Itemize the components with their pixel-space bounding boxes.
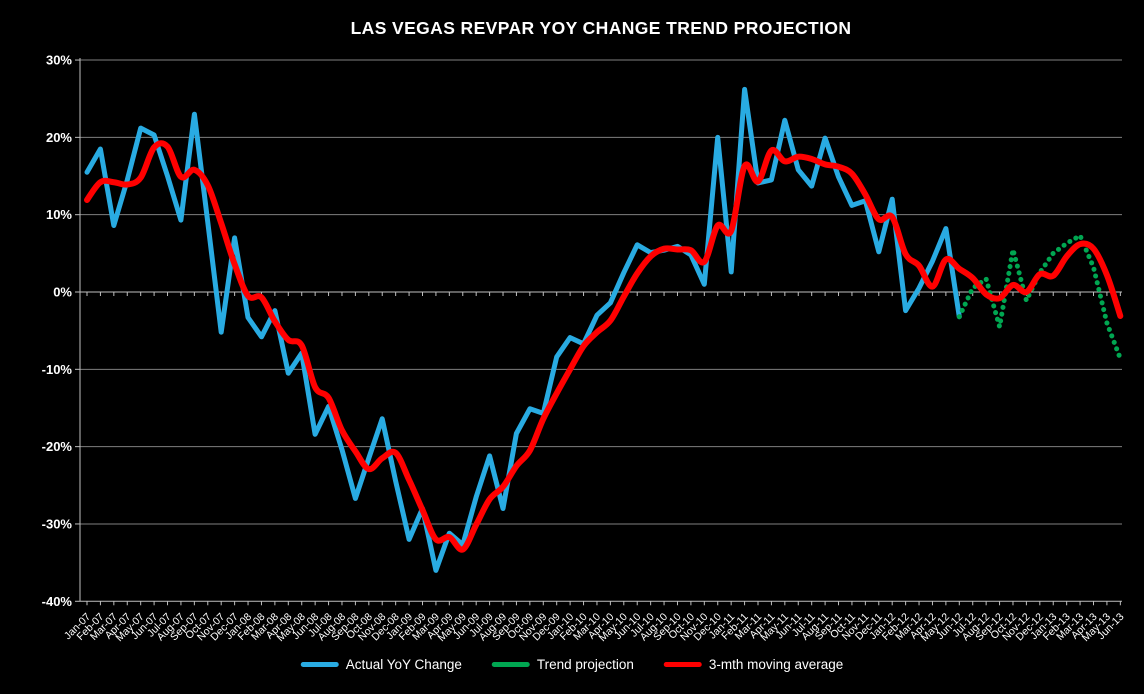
svg-text:30%: 30%	[46, 53, 72, 68]
svg-text:-10%: -10%	[42, 362, 73, 377]
trend-projection-dots	[956, 233, 1123, 361]
legend-label-actual: Actual YoY Change	[345, 657, 462, 672]
trend-projection-swatch-icon	[491, 662, 530, 667]
legend-item-ma: 3-mth moving average	[663, 657, 844, 672]
svg-text:-30%: -30%	[42, 516, 73, 531]
svg-text:0%: 0%	[53, 285, 72, 300]
svg-text:-40%: -40%	[42, 594, 73, 609]
actual-yoy-line	[84, 86, 962, 573]
chart-title: LAS VEGAS REVPAR YOY CHANGE TREND PROJEC…	[350, 18, 852, 38]
legend-label-trend: Trend projection	[536, 657, 634, 672]
actual-yoy-swatch-icon	[300, 662, 339, 667]
gridlines	[75, 58, 1122, 602]
legend-item-actual: Actual YoY Change	[300, 657, 462, 672]
month-ticks	[86, 292, 1121, 606]
x-axis-labels: Jan-07Feb-07Mar-07Apr-07May-07Jun-07Jul-…	[62, 611, 1127, 644]
moving-average-swatch-icon	[663, 662, 702, 667]
svg-text:10%: 10%	[46, 207, 72, 222]
moving-average-line	[84, 140, 1124, 553]
svg-text:20%: 20%	[46, 130, 72, 145]
svg-text:-20%: -20%	[42, 439, 73, 454]
y-axis-labels: 30% 20% 10% 0% -10% -20% -30% -40%	[42, 53, 73, 609]
legend-item-trend: Trend projection	[491, 657, 634, 672]
legend-label-ma: 3-mth moving average	[708, 657, 844, 672]
chart-legend: Actual YoY Change Trend projection 3-mth…	[300, 657, 844, 672]
